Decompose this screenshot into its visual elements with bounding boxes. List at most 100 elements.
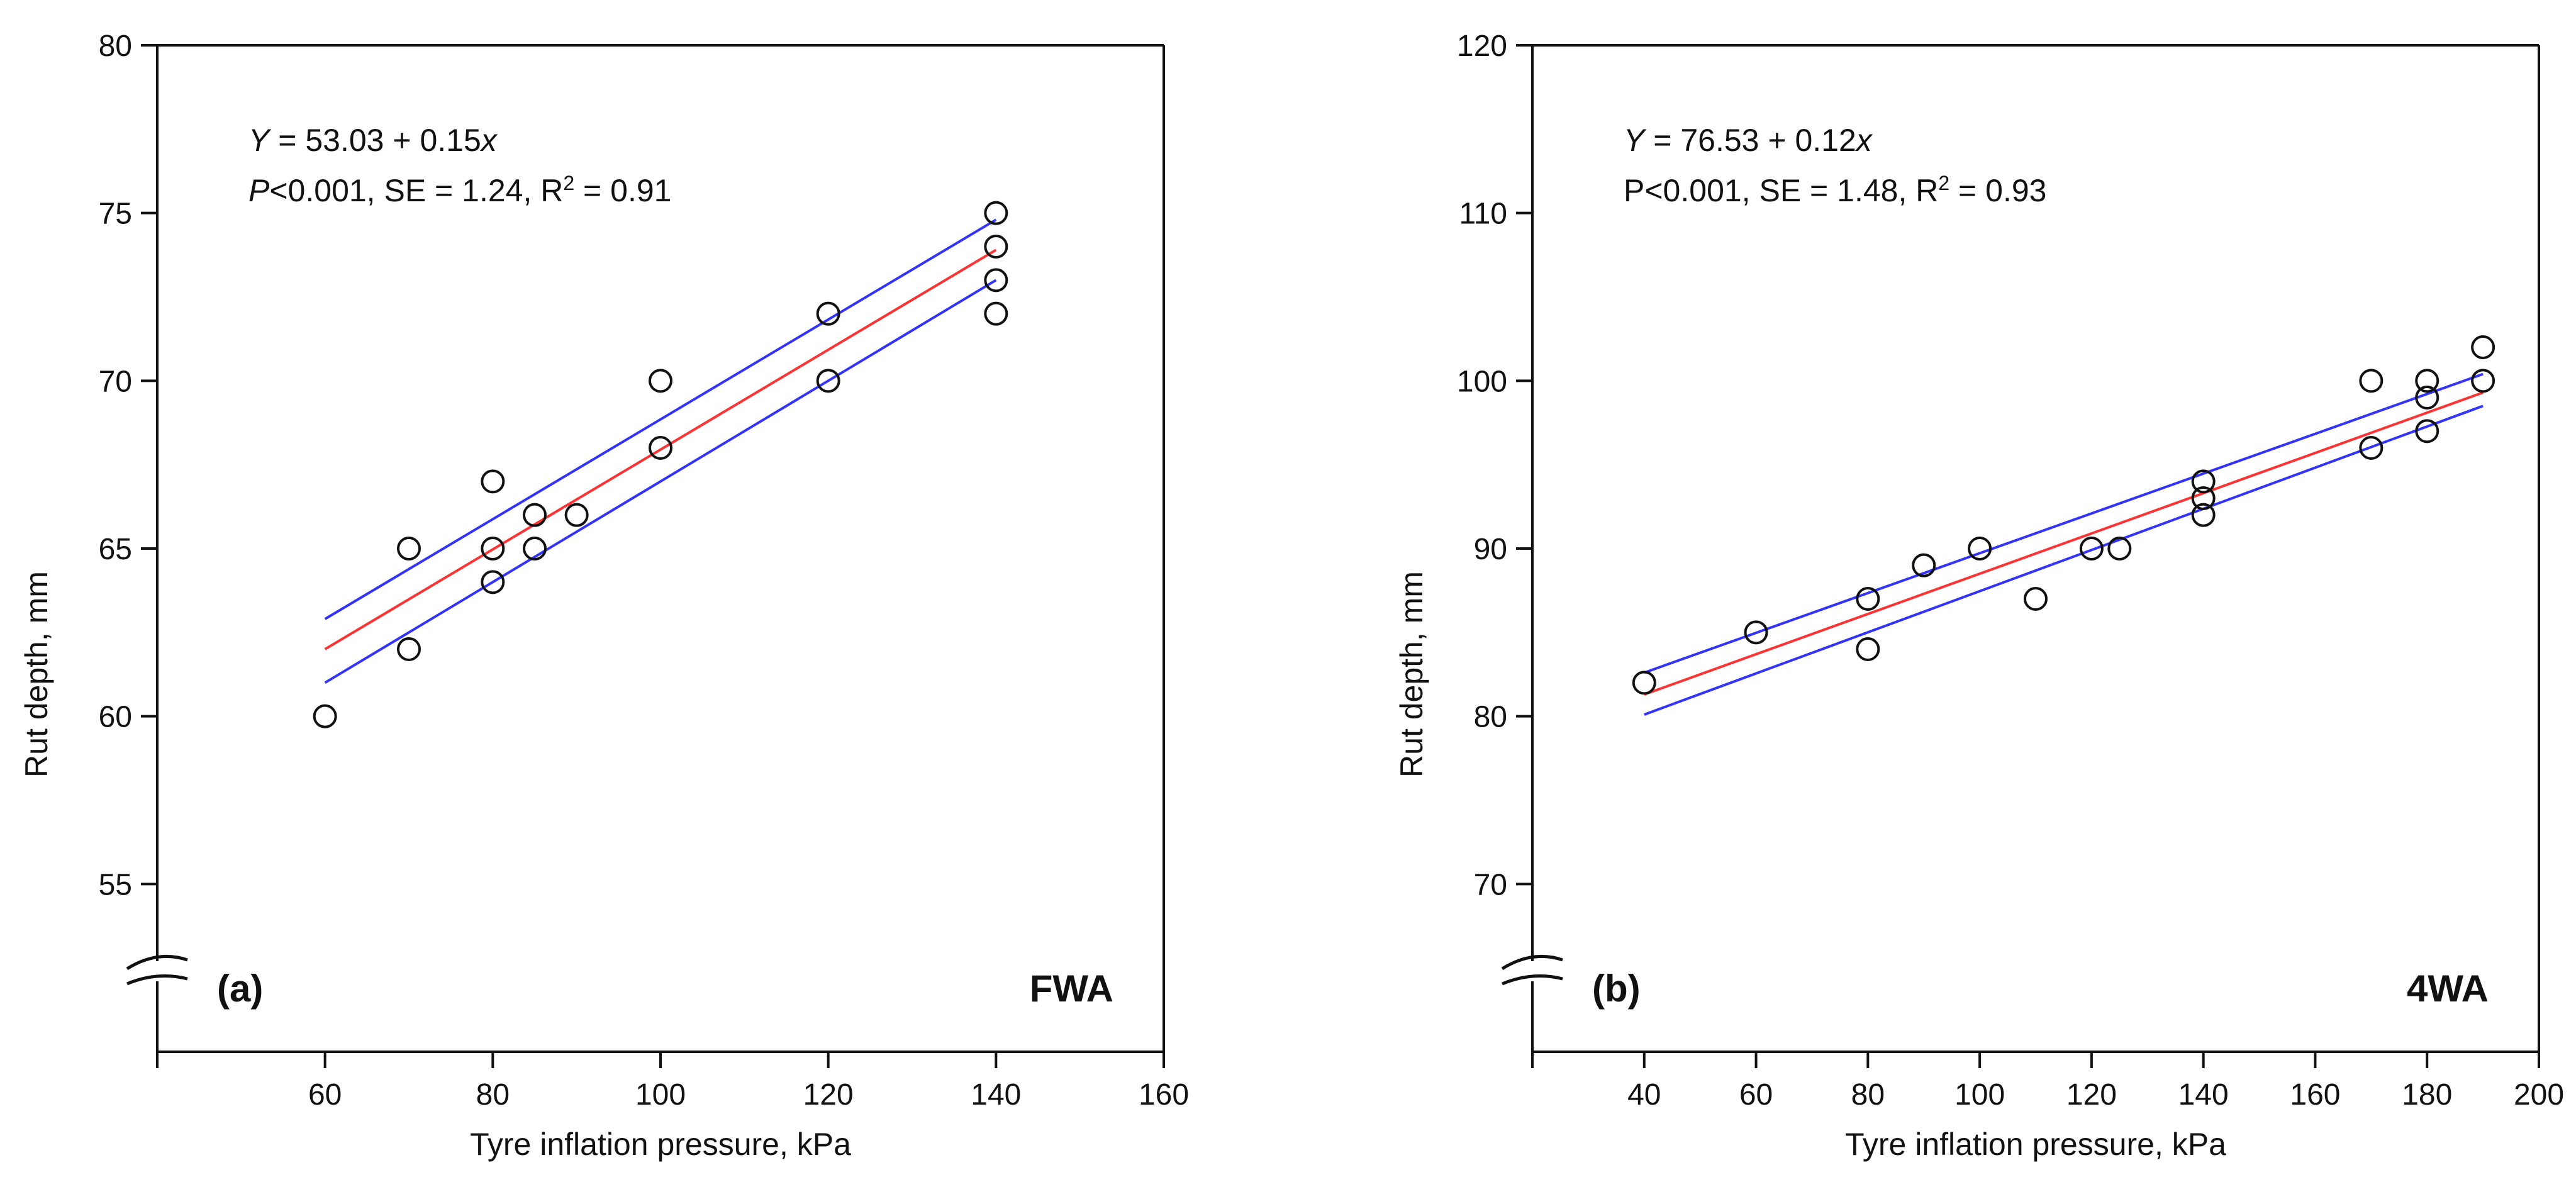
stats-a-rest: <0.001, SE = 1.24, R bbox=[269, 173, 563, 208]
y-tick-label-b: 70 bbox=[1474, 868, 1507, 901]
y-tick-label-a: 65 bbox=[99, 533, 132, 566]
panel-label-a: (a) bbox=[217, 967, 263, 1010]
x-tick-label-b: 160 bbox=[2290, 1078, 2340, 1112]
stats-a: P<0.001, SE = 1.24, R2 = 0.91 bbox=[248, 172, 671, 208]
equation-b: Y = 76.53 + 0.12x bbox=[1624, 123, 1873, 158]
stats-a-tail: = 0.91 bbox=[574, 173, 671, 208]
data-point-b bbox=[1632, 671, 1656, 695]
stats-b-sup: 2 bbox=[1938, 172, 1949, 194]
stats-b-tail: = 0.93 bbox=[1949, 173, 2046, 208]
ci-upper-line-a bbox=[324, 218, 997, 620]
data-point-a bbox=[397, 637, 421, 661]
stats-b-p: P bbox=[1624, 173, 1644, 208]
data-point-a bbox=[313, 704, 337, 728]
axis-break-mark-lower-a bbox=[126, 974, 188, 986]
chart-a-svg: 60 80 100 120 140 160 55 60 65 70 75 80 Y = 53.03 +… bbox=[19, 30, 1189, 1162]
y-tick-label-a: 80 bbox=[99, 30, 132, 63]
data-point-b bbox=[1744, 620, 1768, 645]
x-tick-label-a: 100 bbox=[635, 1078, 686, 1112]
x-tick-label-b: 200 bbox=[2514, 1078, 2564, 1112]
y-tick-label-b: 100 bbox=[1457, 365, 1507, 398]
stats-a-sup: 2 bbox=[563, 172, 574, 194]
data-point-b bbox=[2415, 369, 2439, 393]
stats-a-p: P bbox=[248, 173, 270, 208]
x-tick-label-b: 60 bbox=[1739, 1078, 1773, 1112]
ci-lower-line-a bbox=[324, 279, 997, 684]
stats-b: P<0.001, SE = 1.48, R2 = 0.93 bbox=[1624, 172, 2046, 208]
y-tick-label-a: 70 bbox=[99, 365, 132, 398]
data-point-a bbox=[397, 537, 421, 560]
x-tick-label-a: 120 bbox=[803, 1078, 854, 1112]
marks-b bbox=[1632, 335, 2495, 716]
data-point-b bbox=[1856, 587, 1880, 611]
tag-a: FWA bbox=[1030, 967, 1113, 1010]
data-point-b bbox=[2415, 419, 2439, 443]
data-point-b bbox=[2079, 537, 2104, 560]
data-point-b bbox=[2191, 469, 2216, 494]
data-point-a bbox=[481, 469, 505, 494]
tag-b: 4WA bbox=[2407, 967, 2489, 1010]
data-point-a bbox=[649, 436, 672, 460]
y-axis-title-b: Rut depth, mm bbox=[1394, 571, 1429, 778]
axis-break-mark-upper-a bbox=[126, 954, 188, 971]
equation-b-y: Y bbox=[1624, 123, 1647, 158]
data-point-a bbox=[984, 268, 1008, 293]
x-tick-label-b: 120 bbox=[2066, 1078, 2117, 1112]
ci-lower-line-b bbox=[1644, 404, 2484, 716]
data-point-a bbox=[564, 503, 589, 527]
data-point-b bbox=[2191, 503, 2216, 527]
axes-a: 60 80 100 120 140 160 55 60 65 70 75 80 bbox=[99, 30, 1189, 1112]
x-axis-title-a: Tyre inflation pressure, kPa bbox=[470, 1127, 851, 1162]
chart-b-svg: 40 60 80 100 120 140 160 180 200708090100110120 … bbox=[1394, 30, 2564, 1162]
y-tick-label-b: 80 bbox=[1474, 701, 1507, 734]
panel-label-b: (b) bbox=[1592, 967, 1641, 1010]
data-point-b bbox=[2191, 486, 2216, 510]
labels-b: Y = 76.53 + 0.12x P<0.001, SE = 1.48, R2… bbox=[1394, 123, 2489, 1162]
x-tick-label-b: 180 bbox=[2402, 1078, 2452, 1112]
data-point-a bbox=[816, 369, 840, 393]
stats-b-rest: <0.001, SE = 1.48, R bbox=[1644, 173, 1938, 208]
data-point-b bbox=[2359, 436, 2384, 460]
y-tick-label-b: 110 bbox=[1459, 198, 1507, 231]
chart-panel-a: 60 80 100 120 140 160 55 60 65 70 75 80 Y = 53.03 +… bbox=[19, 30, 1189, 1162]
axis-break-mark-lower-b bbox=[1502, 974, 1563, 986]
x-axis-title-b: Tyre inflation pressure, kPa bbox=[1845, 1127, 2226, 1162]
fit-line-b bbox=[1644, 391, 2484, 696]
x-tick-label-b: 100 bbox=[1954, 1078, 2005, 1112]
data-point-b bbox=[2471, 335, 2495, 359]
data-point-a bbox=[816, 301, 840, 326]
x-tick-label-b: 40 bbox=[1627, 1078, 1661, 1112]
axes-b: 40 60 80 100 120 140 160 180 200 70 80 90 100 110 120 bbox=[1457, 30, 2564, 1112]
data-point-a bbox=[481, 537, 505, 560]
x-tick-label-a: 160 bbox=[1139, 1078, 1189, 1112]
chart-panel-b: 40 60 80 100 120 140 160 180 200 70 80 90 100 110 120 … bbox=[1288, 0, 2576, 1204]
x-tick-label-a: 60 bbox=[308, 1078, 342, 1112]
data-point-a bbox=[649, 369, 672, 393]
equation-a: Y = 53.03 + 0.15x bbox=[248, 123, 498, 158]
data-point-b bbox=[1968, 537, 1992, 560]
data-point-b bbox=[2471, 369, 2495, 393]
equation-a-y: Y bbox=[248, 123, 272, 158]
data-point-a bbox=[481, 570, 505, 594]
y-tick-label-a: 60 bbox=[99, 701, 132, 734]
data-point-a bbox=[523, 537, 547, 560]
equation-b-var: x bbox=[1855, 123, 1873, 158]
data-point-b bbox=[1912, 553, 1936, 577]
data-point-b bbox=[2024, 587, 2048, 611]
data-point-b bbox=[1856, 637, 1880, 661]
data-point-a bbox=[984, 301, 1008, 326]
labels-a: Y = 53.03 + 0.15x P<0.001, SE = 1.24, R2… bbox=[19, 123, 1113, 1162]
axis-break-mark-upper-b bbox=[1501, 954, 1563, 971]
x-tick-label-b: 80 bbox=[1851, 1078, 1885, 1112]
y-tick-label-b: 120 bbox=[1457, 30, 1507, 63]
fit-line-a bbox=[324, 248, 997, 650]
ci-upper-line-b bbox=[1644, 372, 2484, 674]
x-tick-label-a: 140 bbox=[971, 1078, 1021, 1112]
y-tick-label-b: 90 bbox=[1474, 533, 1507, 566]
data-point-b bbox=[2359, 369, 2384, 393]
y-axis-title-a: Rut depth, mm bbox=[19, 571, 54, 778]
data-point-a bbox=[984, 201, 1008, 225]
y-tick-label-a: 55 bbox=[99, 868, 132, 901]
marks-a bbox=[313, 201, 1008, 728]
data-point-a bbox=[984, 235, 1008, 259]
